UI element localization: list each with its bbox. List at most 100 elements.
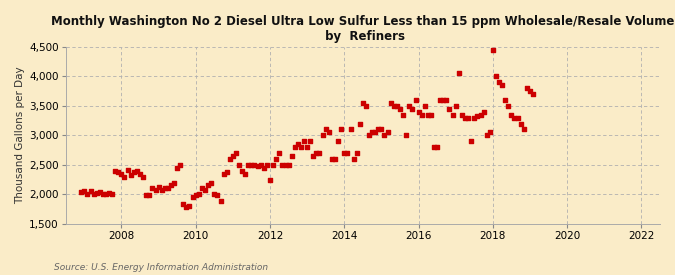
Point [85, 189, 96, 194]
Point [491, 74, 502, 79]
Point [528, 92, 539, 96]
Point [518, 127, 529, 132]
Point [429, 145, 439, 149]
Point [138, 174, 148, 179]
Point [512, 116, 523, 120]
Point [218, 172, 229, 176]
Point [404, 104, 414, 108]
Point [97, 192, 108, 196]
Point [382, 130, 393, 135]
Point [119, 174, 130, 179]
Point [126, 173, 136, 178]
Point [101, 192, 111, 197]
Point [438, 98, 449, 102]
Point [494, 80, 505, 84]
Point [227, 154, 238, 158]
Point [178, 202, 189, 207]
Point [188, 194, 198, 199]
Point [435, 98, 446, 102]
Point [342, 151, 352, 155]
Point [423, 112, 433, 117]
Point [296, 145, 306, 149]
Point [376, 127, 387, 132]
Point [274, 151, 285, 155]
Point [144, 193, 155, 197]
Point [240, 172, 250, 176]
Point [345, 127, 356, 132]
Point [79, 189, 90, 194]
Point [159, 186, 170, 191]
Point [200, 187, 211, 192]
Point [290, 145, 300, 149]
Point [444, 107, 455, 111]
Point [524, 89, 535, 93]
Point [82, 192, 92, 197]
Point [76, 190, 86, 194]
Point [522, 86, 533, 90]
Point [339, 151, 350, 155]
Point [141, 193, 152, 197]
Point [314, 151, 325, 155]
Point [364, 133, 375, 138]
Point [392, 104, 402, 108]
Point [348, 157, 359, 161]
Point [107, 192, 117, 196]
Point [209, 192, 219, 197]
Point [401, 133, 412, 138]
Point [122, 168, 133, 172]
Point [454, 71, 464, 75]
Point [416, 112, 427, 117]
Point [116, 172, 127, 176]
Point [395, 107, 406, 111]
Point [221, 170, 232, 174]
Point [448, 112, 458, 117]
Point [367, 130, 377, 135]
Point [267, 163, 278, 167]
Point [475, 112, 486, 117]
Point [329, 157, 340, 161]
Point [460, 116, 470, 120]
Point [370, 130, 381, 135]
Point [243, 163, 254, 167]
Point [336, 127, 347, 132]
Point [379, 133, 389, 138]
Point [481, 133, 492, 138]
Point [478, 110, 489, 114]
Point [132, 169, 142, 173]
Point [327, 157, 338, 161]
Point [196, 186, 207, 191]
Point [147, 186, 158, 191]
Point [151, 187, 161, 192]
Point [225, 157, 236, 161]
Point [503, 104, 514, 108]
Point [497, 83, 508, 87]
Point [190, 193, 201, 197]
Point [351, 151, 362, 155]
Point [299, 139, 310, 144]
Point [441, 98, 452, 102]
Point [165, 183, 176, 188]
Point [237, 169, 248, 173]
Point [265, 177, 275, 182]
Point [425, 112, 436, 117]
Point [259, 166, 269, 170]
Point [410, 98, 421, 102]
Point [292, 142, 303, 146]
Point [171, 166, 182, 170]
Point [398, 112, 408, 117]
Point [134, 172, 145, 176]
Point [323, 130, 334, 135]
Y-axis label: Thousand Gallons per Day: Thousand Gallons per Day [15, 67, 25, 204]
Point [432, 145, 443, 149]
Point [206, 180, 217, 185]
Point [153, 185, 164, 189]
Point [385, 101, 396, 105]
Point [407, 107, 418, 111]
Point [333, 139, 344, 144]
Point [255, 163, 266, 167]
Point [181, 205, 192, 210]
Point [184, 204, 195, 208]
Point [212, 193, 223, 197]
Point [472, 114, 483, 118]
Point [202, 183, 213, 188]
